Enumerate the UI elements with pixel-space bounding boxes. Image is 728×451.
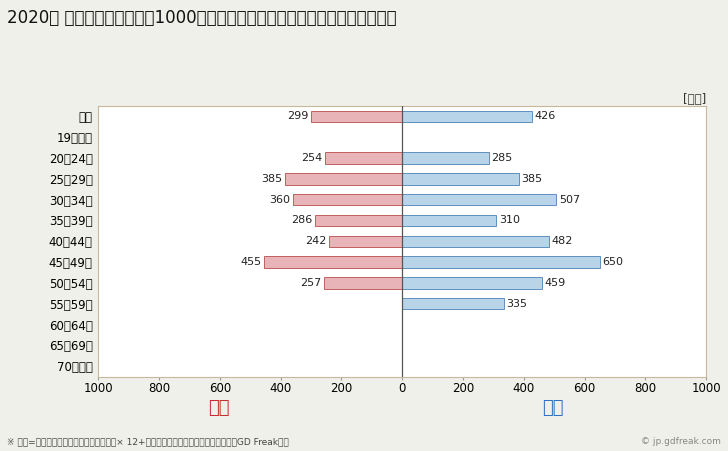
Text: 650: 650: [602, 257, 623, 267]
Text: 507: 507: [559, 195, 580, 205]
Text: 286: 286: [292, 216, 313, 226]
Text: 254: 254: [301, 153, 323, 163]
Text: 335: 335: [507, 299, 528, 309]
Bar: [403, 277, 542, 289]
Bar: [403, 152, 488, 164]
Text: 455: 455: [240, 257, 261, 267]
Bar: [403, 194, 556, 205]
Bar: [328, 235, 403, 247]
Text: 299: 299: [288, 111, 309, 121]
Text: 男性: 男性: [542, 399, 564, 417]
Bar: [285, 173, 403, 184]
Text: 310: 310: [499, 216, 520, 226]
Bar: [293, 194, 403, 205]
Bar: [403, 110, 531, 122]
Bar: [403, 215, 496, 226]
Text: 482: 482: [551, 236, 572, 246]
Text: 257: 257: [301, 278, 322, 288]
Bar: [403, 173, 519, 184]
Text: ※ 年収=「きまって支給する現金給与額」× 12+「年間賞与その他特別給与額」としてGD Freak推計: ※ 年収=「きまって支給する現金給与額」× 12+「年間賞与その他特別給与額」と…: [7, 437, 289, 446]
Text: 426: 426: [534, 111, 555, 121]
Bar: [315, 215, 403, 226]
Text: [万円]: [万円]: [683, 93, 706, 106]
Text: 242: 242: [305, 236, 326, 246]
Bar: [325, 152, 403, 164]
Text: 女性: 女性: [207, 399, 229, 417]
Text: 385: 385: [261, 174, 282, 184]
Bar: [264, 256, 403, 268]
Bar: [324, 277, 403, 289]
Text: © jp.gdfreak.com: © jp.gdfreak.com: [641, 437, 721, 446]
Text: 385: 385: [522, 174, 543, 184]
Text: 285: 285: [491, 153, 513, 163]
Bar: [403, 256, 600, 268]
Bar: [312, 110, 403, 122]
Text: 360: 360: [269, 195, 290, 205]
Bar: [403, 235, 549, 247]
Bar: [403, 298, 504, 309]
Text: 459: 459: [544, 278, 566, 288]
Text: 2020年 民間企業（従業者数1000人以上）フルタイム労働者の男女別平均年収: 2020年 民間企業（従業者数1000人以上）フルタイム労働者の男女別平均年収: [7, 9, 397, 27]
